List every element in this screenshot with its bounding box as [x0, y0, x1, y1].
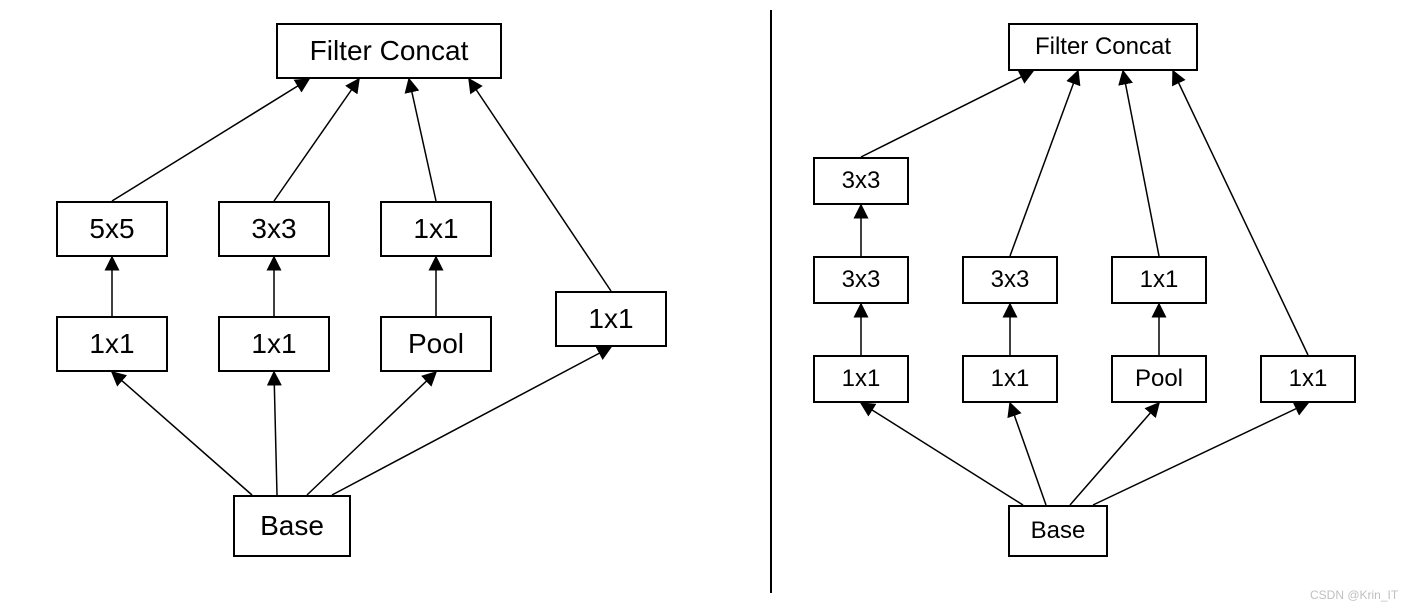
node-r1x1b: 1x1 — [813, 355, 909, 403]
edge-r3x3c-concat — [1010, 71, 1078, 256]
node-r1x1c: 1x1 — [962, 355, 1058, 403]
watermark-text: CSDN @Krin_IT — [1310, 588, 1398, 602]
edge-r1x1a-concat — [1123, 71, 1159, 256]
edge-n1x1b-concat — [469, 79, 611, 291]
node-r1x1d: 1x1 — [1260, 355, 1356, 403]
edge-r3x3a-concat — [861, 71, 1033, 157]
node-n1x1b: 1x1 — [555, 291, 667, 347]
node-n3x3: 3x3 — [218, 201, 330, 257]
node-pool: Pool — [380, 316, 492, 372]
node-concat: Filter Concat — [1008, 23, 1198, 71]
edge-base-r1x1b — [861, 403, 1023, 505]
edge-base-n1x1c — [112, 372, 252, 495]
node-r3x3c: 3x3 — [962, 256, 1058, 304]
edge-n1x1a-concat — [409, 79, 436, 201]
node-r3x3b: 3x3 — [813, 256, 909, 304]
right-diagram-panel: Filter Concat 3x3 3x3 3x3 1x1 1x1 1x1 Pool 1x1 Ba… — [770, 0, 1421, 603]
edge-base-pool — [1070, 403, 1159, 505]
node-base: Base — [1008, 505, 1108, 557]
node-concat: Filter Concat — [276, 23, 502, 79]
edge-base-n1x1d — [274, 372, 277, 495]
edge-base-r1x1d — [1093, 403, 1308, 505]
edge-base-r1x1c — [1010, 403, 1046, 505]
node-base: Base — [233, 495, 351, 557]
node-n1x1a: 1x1 — [380, 201, 492, 257]
edge-base-pool — [307, 372, 436, 495]
edge-r1x1d-concat — [1173, 71, 1308, 355]
node-r1x1a: 1x1 — [1111, 256, 1207, 304]
node-n1x1d: 1x1 — [218, 316, 330, 372]
node-r3x3a: 3x3 — [813, 157, 909, 205]
node-pool: Pool — [1111, 355, 1207, 403]
edge-n3x3-concat — [274, 79, 359, 201]
left-diagram-panel: Filter Concat 5x5 3x3 1x1 1x1 1x1 1x1 Pool Base — [0, 0, 770, 603]
node-n5x5: 5x5 — [56, 201, 168, 257]
edge-n5x5-concat — [112, 79, 309, 201]
node-n1x1c: 1x1 — [56, 316, 168, 372]
